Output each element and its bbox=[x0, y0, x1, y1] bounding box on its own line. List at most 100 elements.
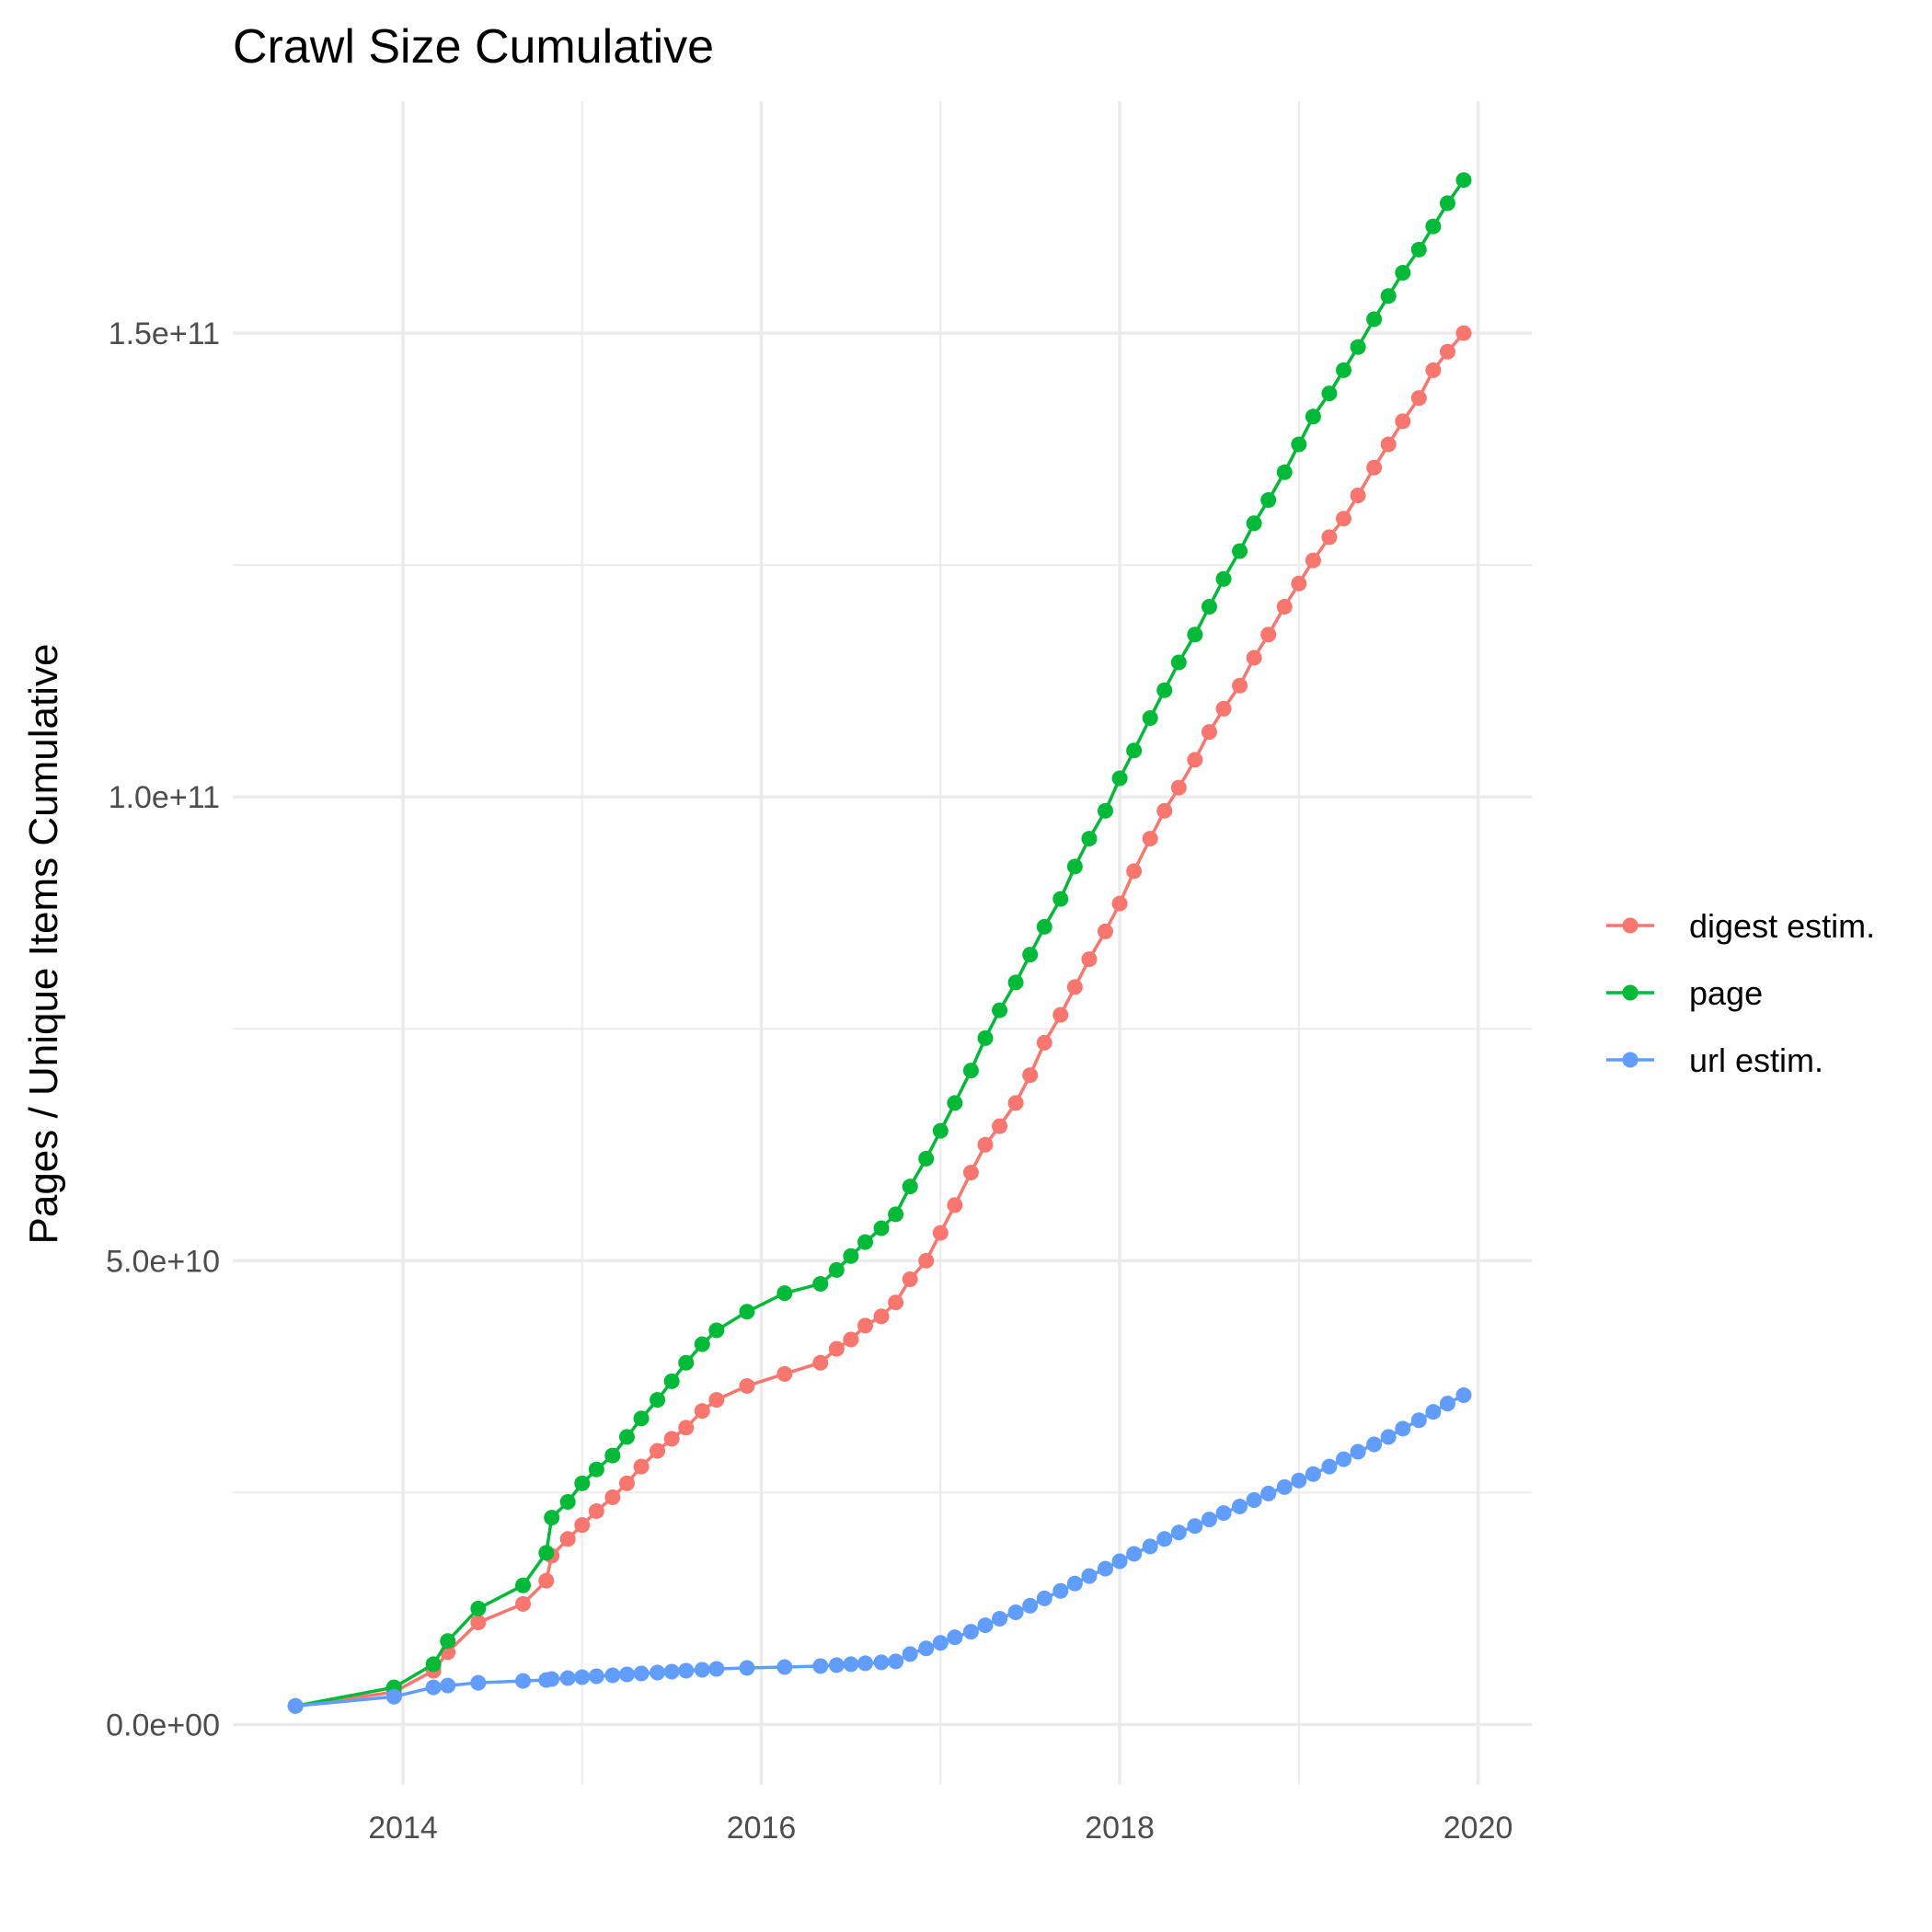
data-point-url-estim bbox=[1022, 1597, 1039, 1614]
data-point-page bbox=[1455, 172, 1472, 189]
data-point-url-estim bbox=[1142, 1538, 1158, 1555]
data-point-url-estim bbox=[559, 1670, 576, 1686]
data-point-digest-estim bbox=[1111, 895, 1128, 912]
data-point-url-estim bbox=[918, 1640, 935, 1657]
data-point-page bbox=[1036, 918, 1052, 935]
data-point-page bbox=[1215, 570, 1232, 587]
data-point-digest-estim bbox=[1246, 650, 1262, 666]
data-point-digest-estim bbox=[1052, 1006, 1069, 1023]
data-point-digest-estim bbox=[1097, 923, 1113, 939]
data-point-digest-estim bbox=[678, 1420, 695, 1436]
legend: digest estim. page url estim. bbox=[1606, 907, 1875, 1079]
data-point-url-estim bbox=[857, 1655, 873, 1672]
data-point-page bbox=[1126, 742, 1143, 759]
data-point-digest-estim bbox=[470, 1615, 487, 1631]
data-point-url-estim bbox=[588, 1668, 604, 1685]
data-point-page bbox=[1187, 627, 1203, 643]
data-point-digest-estim bbox=[1291, 575, 1307, 592]
data-point-url-estim bbox=[515, 1673, 532, 1689]
data-point-digest-estim bbox=[1276, 599, 1293, 615]
data-point-digest-estim bbox=[559, 1531, 576, 1547]
data-point-page bbox=[888, 1206, 904, 1223]
data-point-url-estim bbox=[1187, 1518, 1203, 1535]
data-point-url-estim bbox=[708, 1661, 725, 1677]
y-tick-labels: 0.0e+00 5.0e+10 1.0e+11 1.5e+11 bbox=[106, 316, 220, 1742]
data-point-url-estim bbox=[1246, 1491, 1262, 1508]
data-point-page bbox=[902, 1179, 918, 1195]
data-point-url-estim bbox=[1232, 1499, 1248, 1515]
data-point-digest-estim bbox=[1187, 752, 1203, 768]
data-point-digest-estim bbox=[1201, 724, 1217, 741]
legend-label-page: page bbox=[1689, 974, 1763, 1012]
legend-label-url-estim: url estim. bbox=[1689, 1041, 1823, 1079]
y-tick-label: 0.0e+00 bbox=[106, 1708, 220, 1742]
data-point-page bbox=[918, 1150, 935, 1167]
legend-point-url-estim bbox=[1622, 1052, 1639, 1068]
data-point-page bbox=[650, 1392, 666, 1409]
data-point-page bbox=[1170, 654, 1187, 671]
data-point-digest-estim bbox=[1439, 343, 1455, 360]
data-point-digest-estim bbox=[843, 1331, 859, 1348]
data-point-url-estim bbox=[663, 1663, 680, 1680]
data-point-url-estim bbox=[1066, 1575, 1083, 1592]
data-point-url-estim bbox=[1260, 1485, 1277, 1501]
data-point-digest-estim bbox=[538, 1572, 555, 1589]
data-point-digest-estim bbox=[1455, 325, 1472, 341]
data-point-url-estim bbox=[1126, 1546, 1143, 1562]
data-point-page bbox=[559, 1493, 576, 1510]
data-point-url-estim bbox=[843, 1656, 859, 1673]
data-point-page bbox=[857, 1234, 873, 1250]
data-point-digest-estim bbox=[1036, 1034, 1052, 1051]
data-point-page bbox=[1321, 385, 1338, 402]
data-point-url-estim bbox=[1380, 1429, 1397, 1445]
data-point-digest-estim bbox=[1007, 1095, 1024, 1111]
data-point-url-estim bbox=[1111, 1553, 1128, 1570]
data-point-page bbox=[1350, 339, 1366, 355]
data-point-digest-estim bbox=[1215, 700, 1232, 717]
data-point-page bbox=[538, 1545, 555, 1561]
data-point-digest-estim bbox=[1260, 627, 1277, 643]
data-point-digest-estim bbox=[992, 1118, 1008, 1134]
data-point-url-estim bbox=[694, 1662, 710, 1678]
data-point-page bbox=[1425, 218, 1442, 235]
data-point-digest-estim bbox=[1232, 677, 1248, 694]
data-point-digest-estim bbox=[574, 1517, 591, 1534]
data-point-page bbox=[1111, 770, 1128, 787]
data-point-url-estim bbox=[574, 1669, 591, 1685]
grid bbox=[233, 101, 1532, 1785]
data-point-page bbox=[1246, 515, 1262, 532]
legend-point-digest-estim bbox=[1622, 917, 1639, 934]
x-tick-label: 2018 bbox=[1085, 1811, 1155, 1846]
data-point-digest-estim bbox=[1142, 831, 1158, 847]
data-point-page bbox=[1156, 682, 1173, 698]
chart-title: Crawl Size Cumulative bbox=[233, 20, 714, 74]
data-point-url-estim bbox=[947, 1629, 963, 1646]
data-point-url-estim bbox=[618, 1666, 635, 1683]
data-point-digest-estim bbox=[650, 1443, 666, 1459]
data-point-url-estim bbox=[962, 1624, 979, 1640]
series-digest-estim bbox=[287, 325, 1472, 1714]
data-point-url-estim bbox=[1305, 1466, 1321, 1482]
x-tick-labels: 2014 2016 2018 2020 bbox=[368, 1811, 1512, 1846]
data-point-page bbox=[515, 1577, 532, 1593]
data-point-url-estim bbox=[776, 1659, 793, 1675]
data-point-url-estim bbox=[1036, 1590, 1052, 1606]
data-point-digest-estim bbox=[739, 1377, 755, 1394]
data-point-url-estim bbox=[1410, 1412, 1427, 1429]
data-point-page bbox=[776, 1285, 793, 1302]
data-point-url-estim bbox=[678, 1662, 695, 1679]
data-point-digest-estim bbox=[1321, 529, 1338, 546]
data-point-page bbox=[1081, 831, 1098, 847]
data-point-digest-estim bbox=[1395, 413, 1411, 430]
data-point-digest-estim bbox=[618, 1475, 635, 1491]
data-point-url-estim bbox=[902, 1646, 918, 1662]
data-point-page bbox=[1066, 858, 1083, 875]
y-tick-label: 1.5e+11 bbox=[109, 316, 220, 351]
data-point-digest-estim bbox=[663, 1431, 680, 1447]
data-point-digest-estim bbox=[932, 1225, 949, 1241]
data-point-page bbox=[1232, 543, 1248, 559]
data-point-page bbox=[843, 1248, 859, 1264]
data-point-digest-estim bbox=[708, 1392, 725, 1409]
data-point-page bbox=[947, 1095, 963, 1111]
